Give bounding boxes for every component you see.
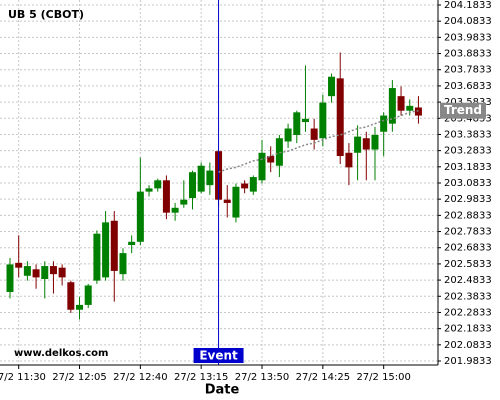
candle-body bbox=[414, 107, 422, 116]
candle-body bbox=[119, 253, 127, 275]
candle-body bbox=[128, 241, 136, 246]
y-tick-label: 203.5833 bbox=[444, 97, 492, 108]
y-tick-label: 203.8833 bbox=[444, 49, 492, 60]
candle-body bbox=[102, 222, 110, 278]
candle-body bbox=[406, 105, 414, 111]
trend-label-box bbox=[440, 102, 486, 119]
y-tick-label: 202.8833 bbox=[444, 210, 492, 221]
y-tick-label: 203.2833 bbox=[444, 146, 492, 157]
y-tick-label: 203.6833 bbox=[444, 81, 492, 92]
y-tick-label: 203.3833 bbox=[444, 129, 492, 140]
candle-body bbox=[23, 266, 31, 276]
candle-body bbox=[6, 264, 14, 292]
candle-body bbox=[145, 188, 153, 192]
candle-body bbox=[249, 177, 257, 192]
event-label: Event bbox=[199, 349, 238, 363]
y-tick-label: 203.4833 bbox=[444, 113, 492, 124]
y-tick-label: 204.1833 bbox=[444, 0, 492, 11]
candle-body bbox=[328, 76, 336, 97]
grid bbox=[0, 0, 438, 365]
candle-body bbox=[110, 220, 118, 271]
candle-body bbox=[93, 233, 101, 281]
x-tick-label: 27/2 12:40 bbox=[113, 372, 167, 383]
candle-body bbox=[32, 269, 40, 278]
candle-body bbox=[58, 267, 66, 278]
event-label-box bbox=[193, 348, 244, 363]
candle-body bbox=[354, 136, 362, 153]
x-tick-label: 27/2 15:00 bbox=[356, 372, 410, 383]
candle-body bbox=[84, 285, 92, 305]
candle-body bbox=[162, 180, 170, 213]
x-tick-label: 27/2 13:50 bbox=[235, 372, 289, 383]
y-tick-label: 204.0833 bbox=[444, 16, 492, 27]
candle-body bbox=[336, 78, 344, 157]
y-tick-label: 201.9833 bbox=[444, 356, 492, 367]
marks bbox=[6, 0, 422, 365]
y-tick-label: 202.5833 bbox=[444, 259, 492, 270]
y-tick-label: 202.6833 bbox=[444, 243, 492, 254]
candle-body bbox=[275, 138, 283, 166]
x-tick-label: 27/2 11:30 bbox=[0, 372, 46, 383]
x-tick-label: 27/2 14:25 bbox=[296, 372, 350, 383]
candle-body bbox=[345, 152, 353, 168]
x-tick-label: 27/2 13:15 bbox=[174, 372, 228, 383]
candle-body bbox=[67, 282, 75, 310]
candle-body bbox=[241, 183, 249, 189]
y-tick-label: 202.0833 bbox=[444, 340, 492, 351]
candle-body bbox=[301, 118, 309, 123]
watermark: www.delkos.com bbox=[14, 348, 108, 359]
y-tick-label: 202.9833 bbox=[444, 194, 492, 205]
candle-body bbox=[154, 180, 162, 189]
candle-body bbox=[371, 134, 379, 150]
candle-body bbox=[49, 266, 57, 275]
y-tick-label: 203.9833 bbox=[444, 32, 492, 43]
candle-body bbox=[41, 266, 49, 280]
trend-line bbox=[218, 109, 419, 173]
candle-body bbox=[258, 152, 266, 181]
candle-body bbox=[15, 262, 23, 268]
candle-body bbox=[284, 128, 292, 142]
candle-body bbox=[310, 128, 318, 140]
candle-body bbox=[380, 115, 388, 132]
candle-body bbox=[319, 102, 327, 139]
y-tick-label: 202.2833 bbox=[444, 307, 492, 318]
candle-body bbox=[180, 199, 188, 205]
candle-body bbox=[223, 199, 231, 203]
y-tick-label: 203.1833 bbox=[444, 162, 492, 173]
candle-body bbox=[293, 112, 301, 135]
y-tick-label: 203.7833 bbox=[444, 65, 492, 76]
candle-body bbox=[267, 156, 275, 163]
x-tick-label: 27/2 12:05 bbox=[52, 372, 106, 383]
y-tick-label: 202.1833 bbox=[444, 324, 492, 335]
trend-label: Trend bbox=[444, 103, 482, 117]
candle-body bbox=[397, 96, 405, 111]
chart-title: UB 5 (CBOT) bbox=[8, 8, 84, 21]
candle-body bbox=[171, 207, 179, 213]
candle-body bbox=[362, 138, 370, 150]
y-tick-label: 203.0833 bbox=[444, 178, 492, 189]
candle-body bbox=[232, 186, 240, 218]
candle-body bbox=[388, 88, 396, 124]
candle-body bbox=[188, 172, 196, 199]
x-axis-title: Date bbox=[205, 383, 240, 398]
candle-body bbox=[136, 191, 144, 242]
y-tick-label: 202.3833 bbox=[444, 291, 492, 302]
candle-body bbox=[206, 170, 214, 186]
candle-body bbox=[197, 165, 205, 192]
y-tick-label: 202.4833 bbox=[444, 275, 492, 286]
y-tick-label: 202.7833 bbox=[444, 227, 492, 238]
candle-body bbox=[76, 304, 84, 310]
